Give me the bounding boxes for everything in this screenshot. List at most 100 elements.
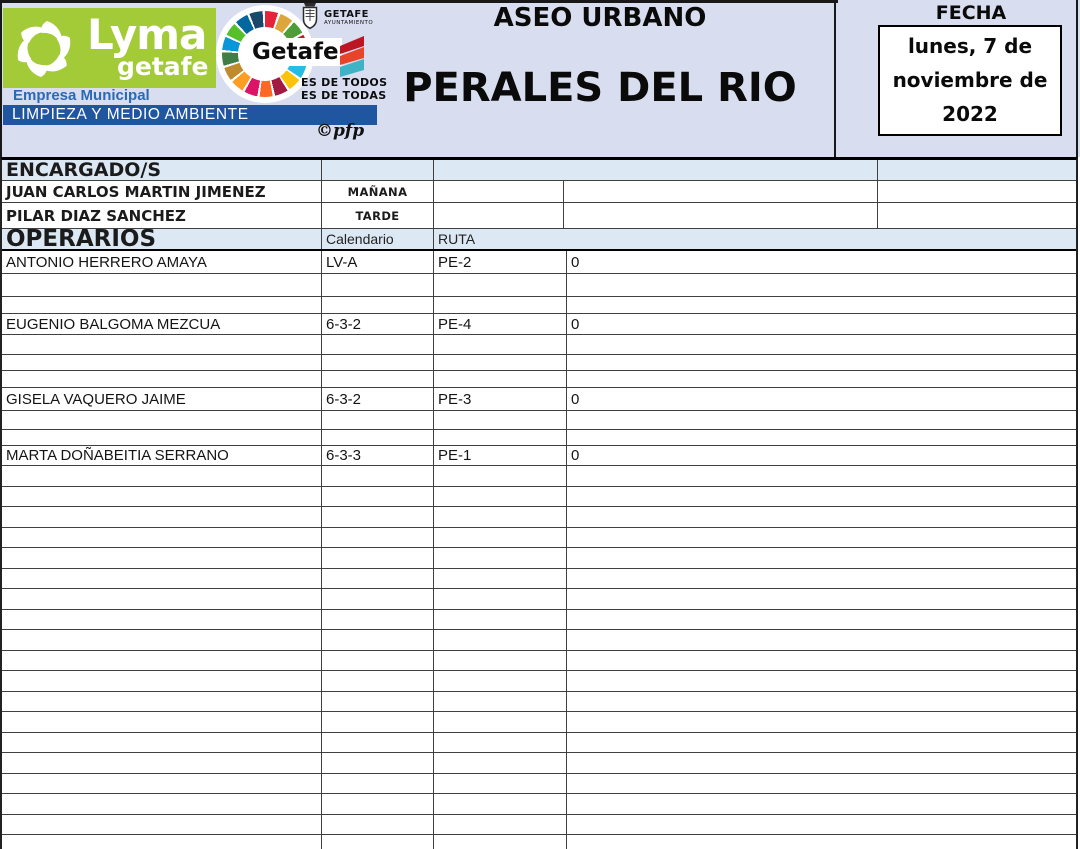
obs-cell: [567, 274, 1076, 296]
crest-text: GETAFE AYUNTAMIENTO: [324, 2, 373, 27]
blank-row: [2, 274, 1076, 297]
slogan-line-2: ES DE TODAS: [301, 89, 387, 102]
calendario-cell: [322, 411, 434, 429]
col-header-calendario: Calendario: [322, 229, 434, 249]
calendario-cell: [322, 507, 434, 527]
operario-name-cell: [2, 732, 322, 752]
empty-cell: [434, 181, 564, 202]
calendario-cell: [322, 753, 434, 773]
ruta-cell: [434, 430, 567, 445]
operario-name-cell: MARTA DOÑABEITIA SERRANO: [2, 446, 322, 465]
blank-row: [2, 753, 1076, 774]
calendario-cell: [322, 794, 434, 814]
getafe-wordmark: Getafe: [249, 38, 342, 66]
calendario-cell: [322, 691, 434, 711]
ruta-cell: [434, 732, 567, 752]
ruta-cell: [434, 609, 567, 629]
empty-cell: [878, 203, 1076, 228]
calendario-cell: [322, 814, 434, 834]
operario-name-cell: [2, 430, 322, 445]
ruta-cell: [434, 274, 567, 296]
obs-cell: [567, 507, 1076, 527]
blank-row: [2, 568, 1076, 589]
getafe-flag-icon: [340, 36, 364, 77]
fecha-label: FECHA: [935, 2, 1007, 24]
calendario-cell: [322, 650, 434, 670]
obs-cell: [567, 651, 1076, 671]
shield-icon: [302, 3, 318, 30]
calendario-cell: [322, 773, 434, 793]
blank-row: [2, 371, 1076, 388]
ruta-cell: [434, 835, 567, 849]
service-title: ASEO URBANO: [493, 3, 707, 33]
operario-name-cell: [2, 712, 322, 732]
obs-cell: 0: [571, 390, 580, 408]
operario-name-cell: [2, 355, 322, 370]
obs-cell: [567, 733, 1076, 753]
encargados-header-row: ENCARGADO/S: [2, 160, 1076, 181]
fecha-line-2: noviembre de: [892, 68, 1048, 92]
operario-name-cell: [2, 671, 322, 691]
empty-cell: [564, 181, 878, 202]
calendario-cell: [322, 732, 434, 752]
operario-name-cell: [2, 527, 322, 547]
operario-name-cell: [2, 630, 322, 650]
ruta-cell: [434, 548, 567, 568]
operario-name-cell: [2, 589, 322, 609]
blank-row: [2, 548, 1076, 569]
empty-cell: [322, 160, 434, 180]
ruta-cell: PE-2: [434, 251, 567, 273]
calendario-cell: [322, 527, 434, 547]
lyma-logo: Lyma getafe: [3, 8, 216, 88]
obs-cell: [567, 297, 1076, 313]
zone-title: PERALES DEL RIO: [403, 65, 797, 111]
obs-cell: [567, 430, 1076, 445]
operario-name-cell: [2, 335, 322, 354]
obs-cell: 0: [571, 447, 580, 464]
fecha-line-3: 2022: [942, 102, 998, 126]
ruta-cell: [434, 335, 567, 354]
ruta-cell: [434, 371, 567, 387]
calendario-cell: [322, 430, 434, 445]
obs-cell: [567, 355, 1076, 370]
crest-title: GETAFE: [324, 9, 369, 20]
empty-cell: [564, 203, 878, 228]
calendario-cell: 6-3-2: [322, 314, 434, 334]
blank-row: [2, 650, 1076, 671]
obs-cell: [567, 712, 1076, 732]
ruta-cell: [434, 568, 567, 588]
calendario-cell: [322, 486, 434, 506]
ruta-cell: [434, 773, 567, 793]
calendario-cell: [322, 548, 434, 568]
ruta-cell: [434, 753, 567, 773]
calendario-cell: [322, 568, 434, 588]
ruta-cell: [434, 466, 567, 486]
operario-name-cell: [2, 814, 322, 834]
operario-name-cell: [2, 794, 322, 814]
limpieza-bar-text: LIMPIEZA Y MEDIO AMBIENTE: [12, 106, 249, 123]
obs-cell: [567, 589, 1076, 609]
operario-name-cell: [2, 274, 322, 296]
getafe-sdg-wheel: Getafe: [216, 5, 342, 103]
empty-cell: [878, 181, 1076, 202]
calendario-cell: [322, 630, 434, 650]
ruta-cell: [434, 691, 567, 711]
encargado-row: JUAN CARLOS MARTIN JIMENEZ MAÑANA: [2, 181, 1076, 203]
calendario-cell: [322, 355, 434, 370]
operario-name-cell: EUGENIO BALGOMA MEZCUA: [2, 314, 322, 334]
obs-cell: [567, 487, 1076, 507]
empty-cell: [434, 203, 564, 228]
obs-cell: [567, 794, 1076, 814]
blank-row: [2, 835, 1076, 849]
left-border-line: [0, 0, 2, 157]
credit-text: ©pfp: [316, 121, 365, 141]
title-block: ASEO URBANO PERALES DEL RIO: [374, 0, 826, 110]
ruta-cell: [434, 527, 567, 547]
operario-name-cell: [2, 568, 322, 588]
calendario-cell: [322, 466, 434, 486]
blank-row: [2, 794, 1076, 815]
calendario-cell: 6-3-2: [322, 388, 434, 410]
limpieza-bar: LIMPIEZA Y MEDIO AMBIENTE: [3, 105, 377, 125]
obs-cell: [567, 371, 1076, 387]
fecha-value-box: lunes, 7 de noviembre de 2022: [878, 25, 1062, 136]
